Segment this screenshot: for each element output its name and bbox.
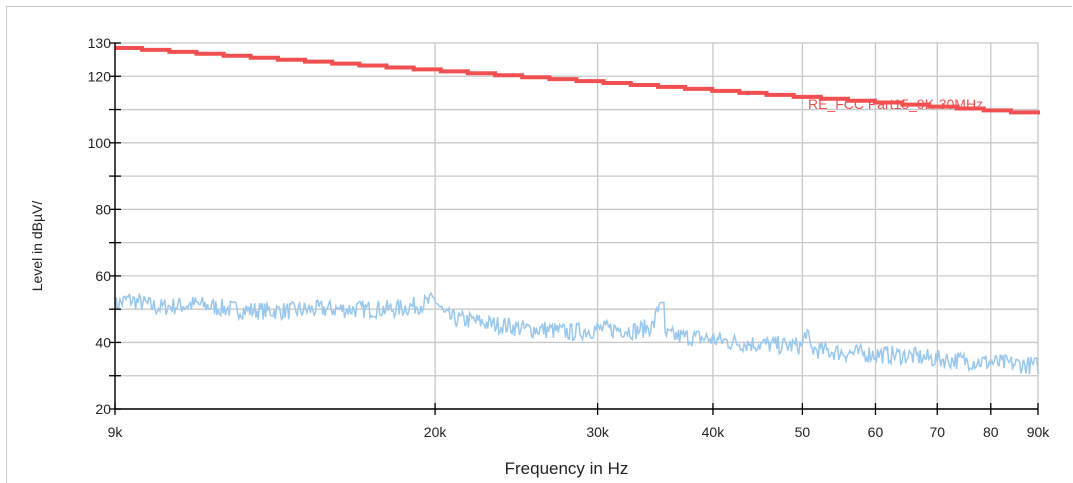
x-tick-label: 40k bbox=[702, 424, 726, 440]
x-tick-label: 30k bbox=[586, 424, 610, 440]
y-tick-label: 20 bbox=[95, 401, 111, 417]
y-tick-label: 100 bbox=[88, 135, 112, 151]
limit-line-label: RE_FCC Part15_9K-30MHz bbox=[808, 96, 983, 112]
y-tick-label: 40 bbox=[95, 334, 111, 350]
x-tick-label: 80 bbox=[983, 424, 999, 440]
x-axis-label: Frequency in Hz bbox=[505, 459, 629, 478]
x-tick-label: 50 bbox=[795, 424, 811, 440]
x-tick-label: 9k bbox=[108, 424, 124, 440]
y-tick-label: 130 bbox=[88, 35, 112, 51]
y-tick-label: 80 bbox=[95, 201, 111, 217]
y-axis-label: Level in dBµV/ bbox=[29, 201, 45, 292]
series-layer bbox=[114, 46, 1040, 375]
y-tick-label: 120 bbox=[88, 68, 112, 84]
limit-line bbox=[115, 46, 1040, 115]
axes: 9k 20k 30k 40k 50 60 70 80 90k 20 40 60 80 100 120 130 bbox=[88, 35, 1051, 440]
x-tick-label: 90k bbox=[1027, 424, 1051, 440]
y-tick-label: 60 bbox=[95, 268, 111, 284]
measurement-trace bbox=[114, 291, 1039, 375]
x-tick-label: 20k bbox=[424, 424, 448, 440]
x-tick-label: 60 bbox=[868, 424, 884, 440]
chart-frame bbox=[6, 6, 1072, 483]
x-tick-label: 70 bbox=[929, 424, 945, 440]
